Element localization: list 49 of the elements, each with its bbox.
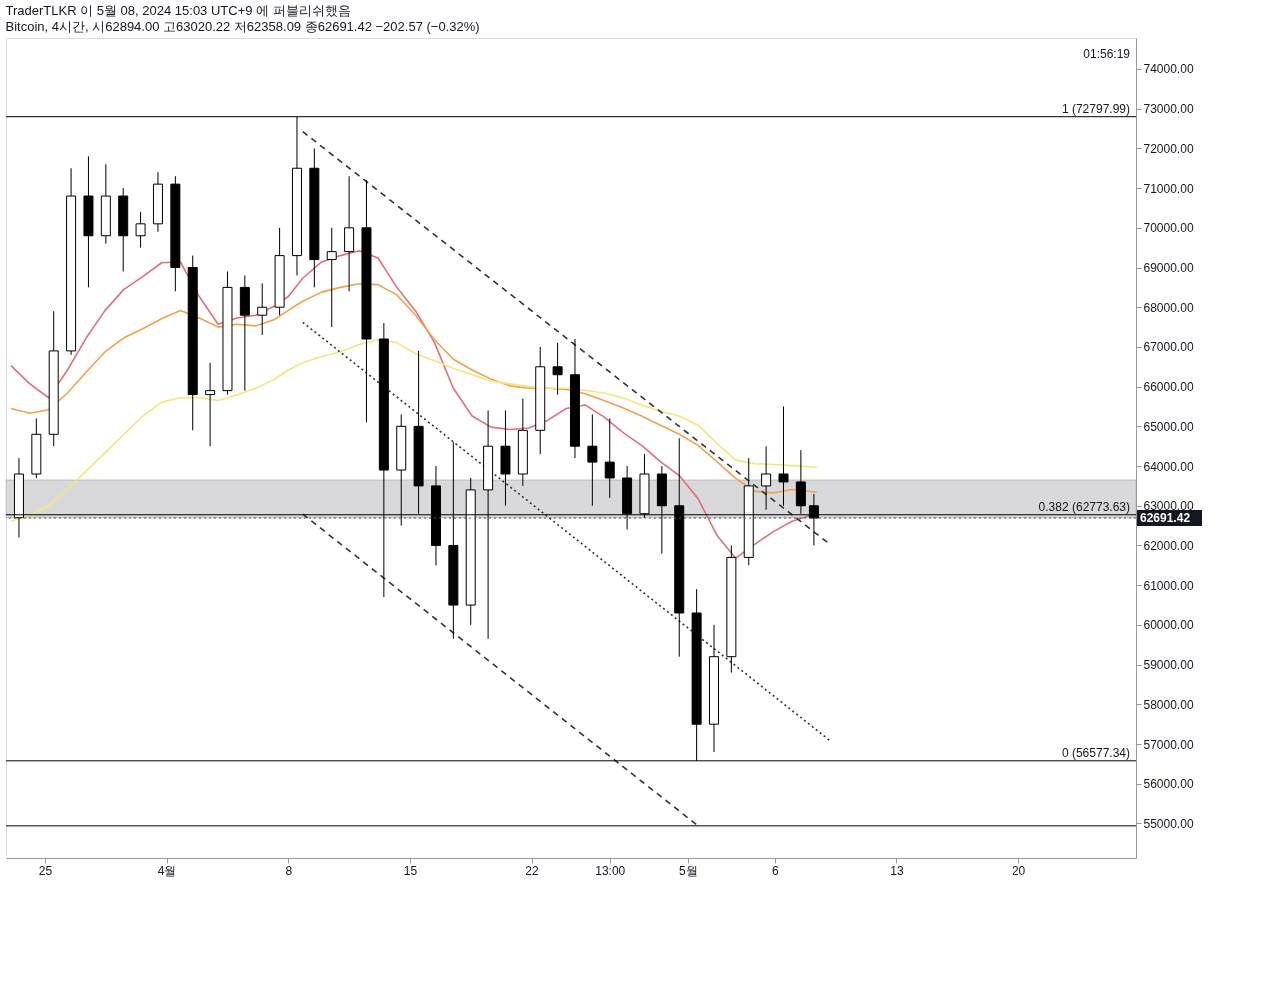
ref-line-label: 0.382 (62773.63) <box>1038 499 1130 514</box>
chart-title: TraderTLKR 이 5월 08, 2024 15:03 UTC+9 에 퍼블리쉬했음 <box>5 3 351 18</box>
y-tick-label: 61000.00 <box>1143 578 1194 593</box>
line-series <box>10 283 818 494</box>
y-tick-label: 56000.00 <box>1143 777 1194 792</box>
y-tick-label: 69000.00 <box>1143 261 1194 276</box>
y-tick-label: 66000.00 <box>1143 380 1194 395</box>
y-tick-label: 72000.00 <box>1143 141 1194 156</box>
y-tick-label: 58000.00 <box>1143 697 1194 712</box>
x-tick-label: 13:00 <box>595 863 626 878</box>
x-tick-label: 22 <box>525 863 540 878</box>
ref-line-label: 0 (56577.34) <box>1061 745 1130 760</box>
candlestick <box>205 362 216 447</box>
candlestick <box>135 211 146 249</box>
x-tick-label: 15 <box>403 863 418 878</box>
x-tick-label: 8 <box>285 863 293 878</box>
y-tick-label: 74000.00 <box>1143 62 1194 77</box>
ref-line-label: 62691.42 <box>1140 511 1191 526</box>
y-tick-label: 68000.00 <box>1143 300 1194 315</box>
y-tick-label: 62000.00 <box>1143 538 1194 553</box>
x-tick-label: 4월 <box>157 863 177 878</box>
x-tick-label: 20 <box>1011 863 1026 878</box>
y-tick-label: 65000.00 <box>1143 419 1194 434</box>
x-tick-label: 13 <box>890 863 904 878</box>
candlestick <box>257 282 268 336</box>
y-tick-label: 60000.00 <box>1143 618 1194 633</box>
x-tick-label: 6 <box>771 863 779 878</box>
chart-subtitle: Bitcoin, 4시간, 시62894.00 고63020.22 저62358.09 종62691.42 −202.57 (−0.32%) <box>5 19 480 34</box>
candlestick <box>344 175 355 292</box>
line-series <box>10 338 818 523</box>
y-tick-label: 57000.00 <box>1143 737 1194 752</box>
candlestick <box>326 227 337 328</box>
y-tick-label: 64000.00 <box>1143 459 1194 474</box>
y-tick-label: 67000.00 <box>1143 340 1194 355</box>
ref-line-label: 1 (72797.99) <box>1061 101 1130 116</box>
candlestick <box>778 406 789 507</box>
candlestick <box>604 417 615 499</box>
candlestick <box>552 342 563 396</box>
candlestick <box>761 445 772 511</box>
y-tick-label: 70000.00 <box>1143 221 1194 236</box>
x-tick-label: 5월 <box>679 863 698 878</box>
y-tick-label: 55000.00 <box>1143 816 1194 831</box>
candlestick <box>587 413 598 507</box>
annotation: 01:56:19 <box>1083 47 1131 61</box>
y-tick-label: 63000.00 <box>1143 499 1194 514</box>
y-tick-label: 59000.00 <box>1143 658 1194 673</box>
y-tick-label: 73000.00 <box>1143 102 1194 117</box>
x-tick-label: 25 <box>38 863 53 878</box>
y-tick-label: 71000.00 <box>1143 181 1194 196</box>
